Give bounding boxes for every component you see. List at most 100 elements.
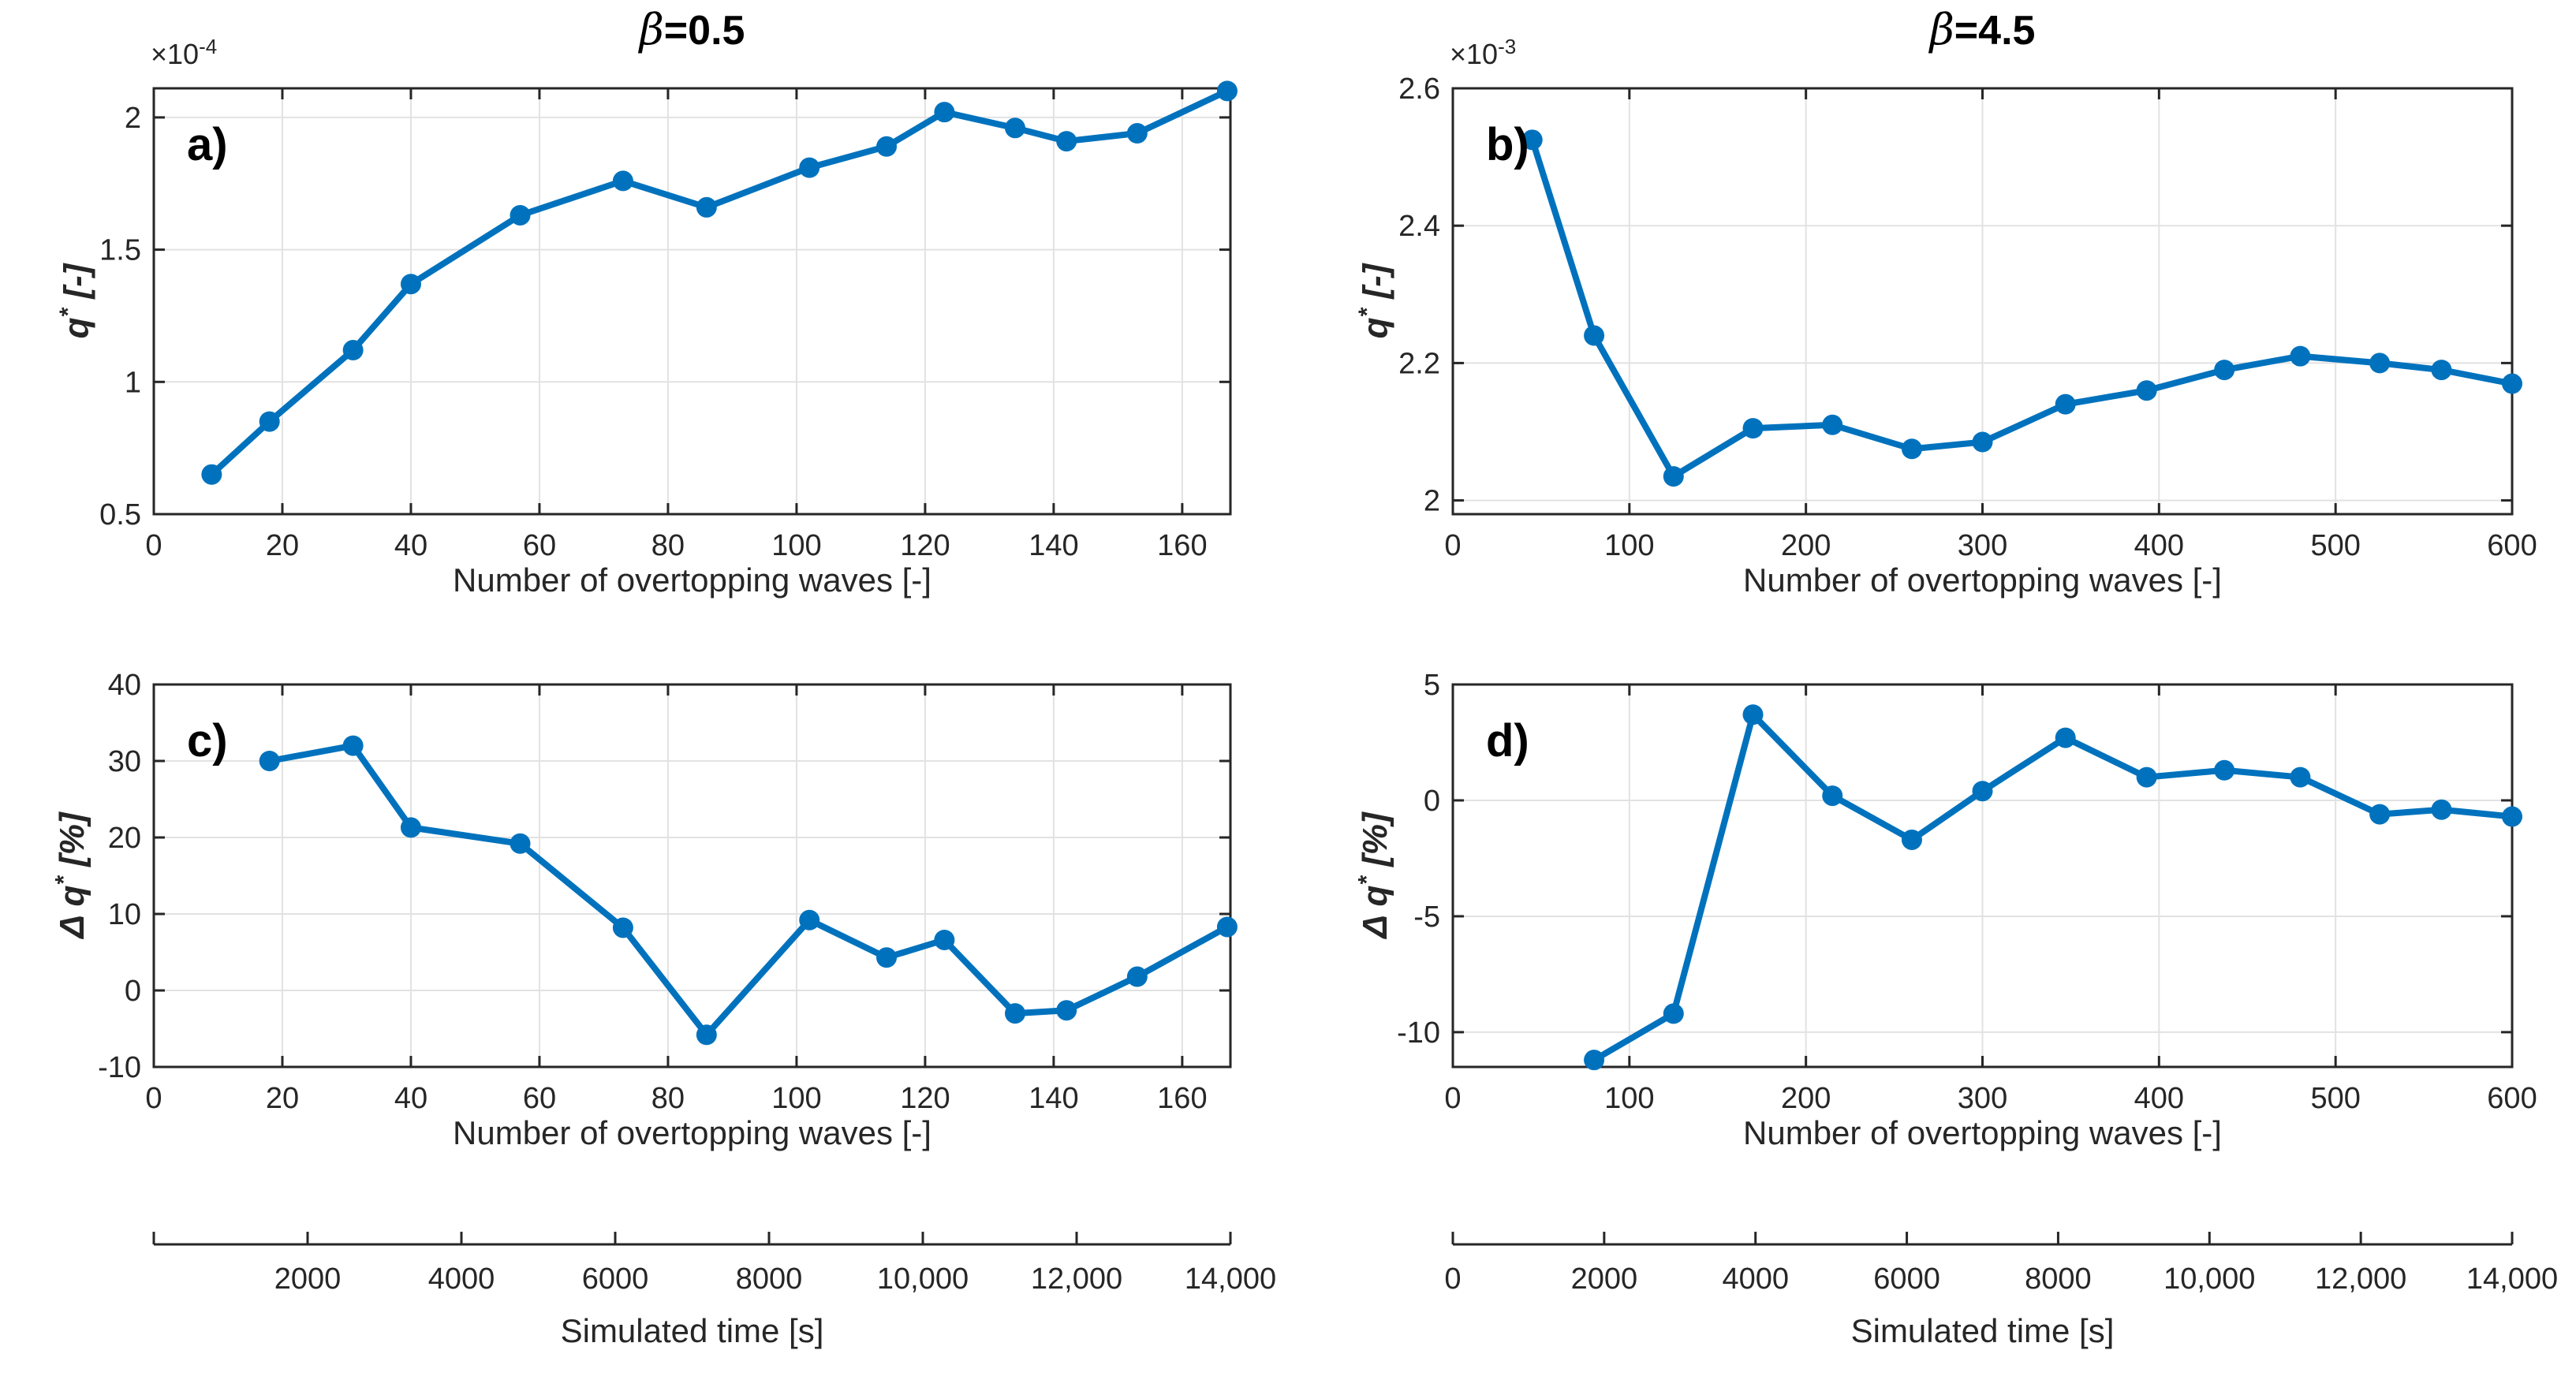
data-point	[1742, 704, 1764, 725]
data-point	[400, 274, 421, 295]
data-point	[1584, 1050, 1605, 1071]
data-point	[2431, 799, 2452, 820]
panel-c-letter: c)	[187, 715, 228, 766]
data-point	[1822, 785, 1843, 807]
panel-a-xlabel: Number of overtopping waves [-]	[453, 561, 931, 599]
time-left-axis: 2000 4000 6000 8000 10,000 12,000 14,000	[152, 1232, 1276, 1296]
x-tick-label: 0	[1444, 529, 1461, 562]
ylabel-unit: [%]	[53, 812, 92, 876]
ylabel-superscript: *	[1353, 875, 1380, 886]
time-tick-label: 8000	[736, 1263, 803, 1296]
panel-b-series-line	[1529, 136, 2515, 480]
ylabel-prefix: Δ	[53, 906, 92, 938]
panel-d-markers	[1584, 704, 2522, 1071]
panel-c-markers	[259, 735, 1238, 1046]
data-point	[1216, 80, 1238, 102]
x-tick-label: 300	[1958, 529, 2007, 562]
x-tick-label: 200	[1781, 1082, 1831, 1115]
x-tick-label: 60	[523, 529, 556, 562]
time-axis-left-label: Simulated time [s]	[560, 1312, 824, 1349]
data-point	[1663, 466, 1684, 487]
panel-b-plot: 0 100 200 300 400 500 600 2 2.2 2.4 2.6	[1398, 73, 2537, 562]
data-point	[1126, 966, 1148, 987]
panel-c-ylabel: Δ q* [%]	[51, 684, 99, 1067]
data-point	[1521, 129, 1543, 151]
time-tick-label: 14,000	[1185, 1263, 1276, 1296]
time-tick-label: 2000	[274, 1263, 342, 1296]
x-tick-label: 80	[651, 1082, 685, 1115]
data-point	[2502, 373, 2522, 394]
panel-a-plot: 0 20 40 60 80 100 120 140 160 0.5 1 1.5 2	[99, 80, 1238, 562]
panel-a-letter: a)	[187, 119, 228, 170]
panel-d-letter: d)	[1486, 715, 1529, 766]
panel-d-plot: 0 100 200 300 400 500 600 -10 -5 0 5	[1397, 669, 2537, 1115]
data-point	[1742, 418, 1764, 439]
ylabel-superscript: *	[50, 875, 77, 886]
x-tick-label: 160	[1157, 1082, 1207, 1115]
y-tick-label: 2	[125, 102, 141, 135]
x-tick-label: 80	[651, 529, 685, 562]
y-tick-label: 0	[1424, 785, 1440, 818]
data-point	[799, 157, 820, 178]
panel-a-title: β=0.5	[154, 5, 1230, 54]
time-tick-label: 12,000	[1031, 1263, 1122, 1296]
x-tick-label: 0	[145, 529, 162, 562]
time-tick-label: 10,000	[2163, 1263, 2255, 1296]
y-tick-label: 30	[108, 745, 141, 778]
x-tick-label: 0	[145, 1082, 162, 1115]
panel-c-series-line	[266, 742, 1230, 1039]
panel-b-xlabel: Number of overtopping waves [-]	[1743, 561, 2222, 599]
panel-a-series-line	[208, 88, 1230, 478]
y-tick-label: -10	[1397, 1016, 1440, 1050]
time-right-axis: 0 2000 4000 6000 8000 10,000 12,000 14,000	[1444, 1232, 2558, 1296]
y-tick-label: 5	[1424, 669, 1440, 702]
data-point	[510, 204, 531, 226]
x-tick-label: 100	[771, 1082, 821, 1115]
ylabel-variable: q	[53, 885, 92, 907]
ylabel-unit: [%]	[1356, 812, 1395, 876]
ylabel-superscript: *	[55, 308, 81, 318]
data-point	[876, 947, 898, 968]
ylabel-variable: q	[1356, 317, 1395, 339]
x-tick-label: 160	[1157, 529, 1207, 562]
panel-d-xlabel: Number of overtopping waves [-]	[1743, 1114, 2222, 1151]
data-point	[612, 917, 633, 938]
data-point	[1972, 781, 1993, 802]
data-point	[1056, 131, 1077, 152]
data-point	[612, 170, 633, 192]
x-tick-label: 600	[2487, 529, 2537, 562]
data-point	[1972, 431, 1993, 453]
data-point	[696, 1024, 717, 1046]
panel-d-series-line	[1591, 711, 2515, 1064]
y-tick-label: -10	[98, 1051, 141, 1084]
data-point	[201, 464, 222, 485]
time-tick-label: 0	[1444, 1263, 1461, 1296]
x-tick-label: 100	[1604, 1082, 1654, 1115]
beta-value: =0.5	[663, 8, 745, 54]
data-point	[934, 102, 955, 123]
data-point	[2214, 360, 2235, 381]
axes-box	[152, 87, 1232, 516]
data-point	[2369, 352, 2391, 374]
x-tick-label: 400	[2134, 1082, 2184, 1115]
data-point	[2431, 360, 2452, 381]
data-point	[342, 735, 364, 756]
time-axis-right-label: Simulated time [s]	[1850, 1312, 2115, 1349]
y-tick-label: 2.2	[1398, 347, 1440, 380]
x-tick-label: 300	[1958, 1082, 2007, 1115]
data-point	[400, 817, 421, 838]
data-point	[2136, 766, 2157, 788]
exponent-power: -4	[199, 35, 218, 58]
data-point	[1005, 117, 1025, 139]
time-tick-label: 8000	[2025, 1263, 2092, 1296]
ylabel-unit: [-]	[57, 263, 96, 308]
panel-d-ylabel: Δ q* [%]	[1354, 684, 1402, 1067]
x-tick-label: 20	[266, 1082, 299, 1115]
data-point	[2369, 804, 2391, 825]
y-tick-label: 40	[108, 669, 141, 702]
y-tick-label: 2.6	[1398, 73, 1440, 106]
x-tick-label: 40	[394, 1082, 427, 1115]
y-tick-label: 1	[125, 366, 141, 399]
data-point	[1584, 325, 1605, 346]
